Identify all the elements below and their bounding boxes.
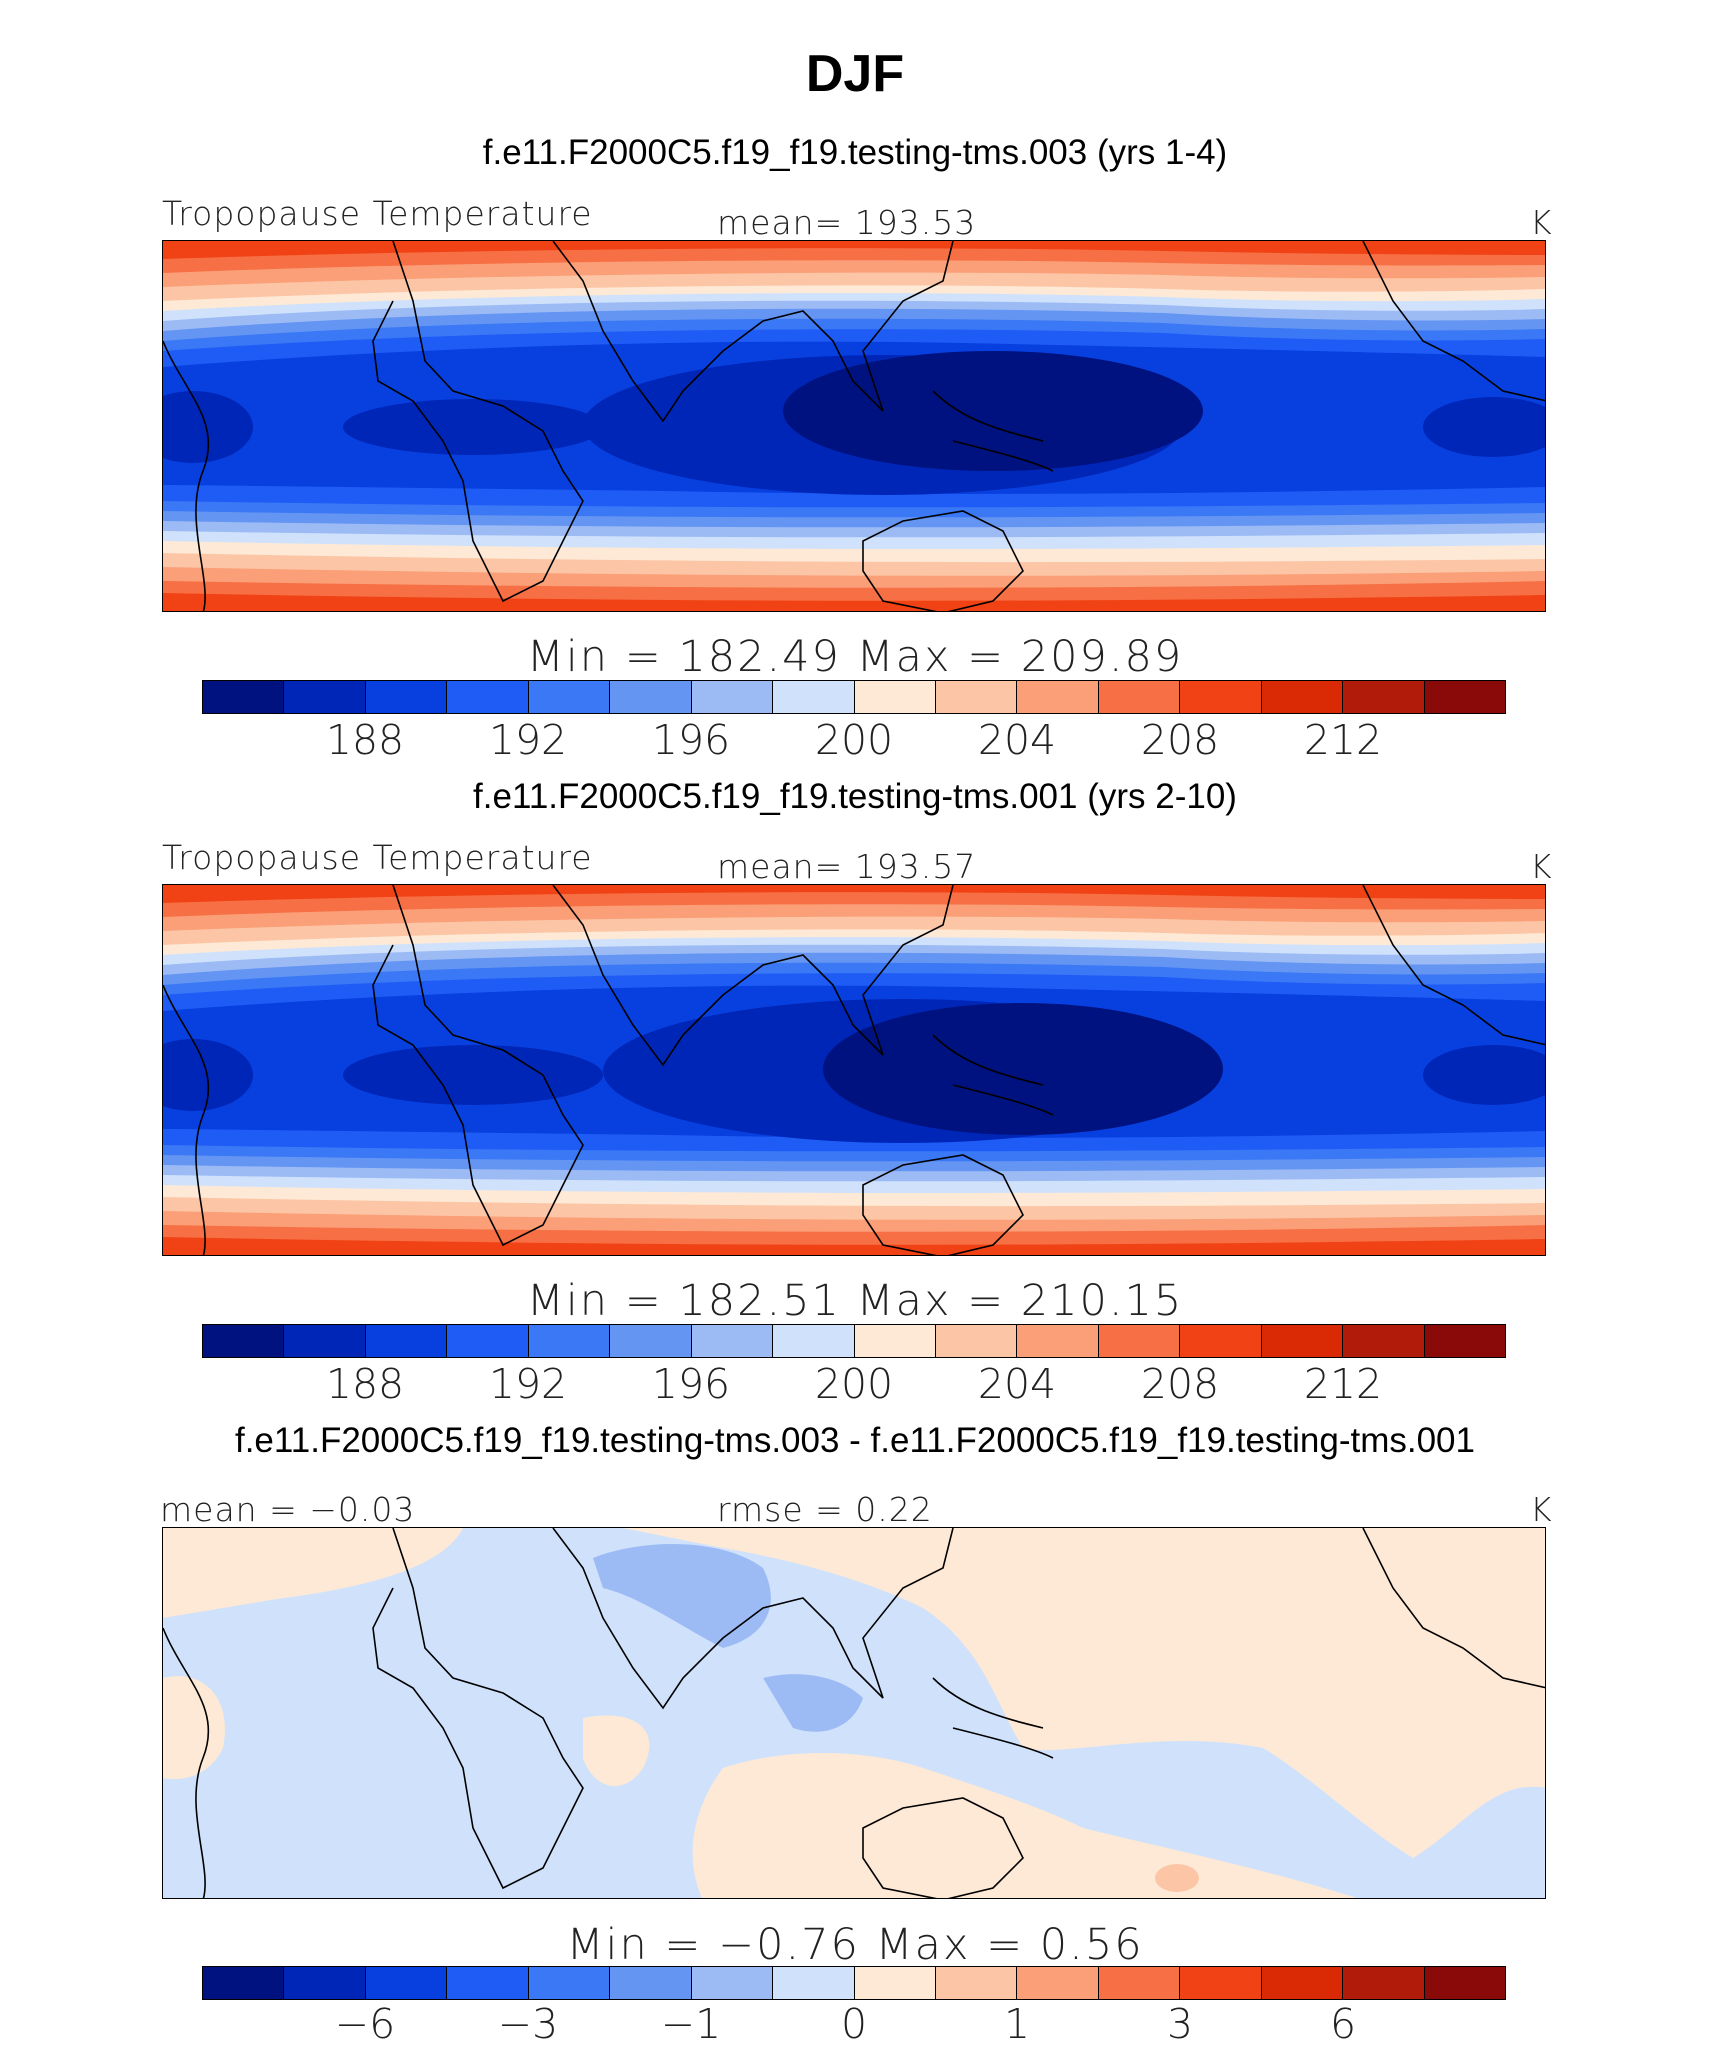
panel2-colorbar (202, 1324, 1506, 1358)
panel1-minmax: Min = 182.49 Max = 209.89 (526, 632, 1184, 682)
panel2-tick: 204 (977, 1360, 1057, 1408)
panel1-tick: 212 (1303, 716, 1383, 764)
color-swatch (365, 1325, 448, 1357)
color-swatch (610, 681, 692, 713)
panel3-map (162, 1527, 1546, 1899)
panel3-tick: 0 (840, 2000, 868, 2048)
panel1-tick: 192 (488, 716, 568, 764)
color-swatch (935, 1967, 1018, 1999)
color-swatch (773, 681, 855, 713)
color-swatch (854, 1967, 936, 1999)
color-swatch (1261, 1967, 1344, 1999)
panel2-tick: 192 (488, 1360, 568, 1408)
color-swatch (773, 1325, 855, 1357)
panel3-units-label: K (1530, 1490, 1553, 1529)
color-swatch (1424, 1325, 1505, 1357)
color-swatch (203, 681, 285, 713)
color-swatch (1017, 1967, 1099, 1999)
color-swatch (284, 1325, 366, 1357)
color-swatch (691, 1967, 774, 1999)
panel1-tick: 200 (814, 716, 894, 764)
color-swatch (1424, 1967, 1505, 1999)
color-swatch (1343, 681, 1425, 713)
panel2-coastlines (163, 885, 1545, 1255)
panel3-tick: 1 (1003, 2000, 1031, 2048)
color-swatch (610, 1325, 692, 1357)
color-swatch (1180, 1967, 1262, 1999)
panel1-tick: 188 (325, 716, 405, 764)
panel2-minmax: Min = 182.51 Max = 210.15 (526, 1276, 1184, 1326)
panel1-tick: 204 (977, 716, 1057, 764)
panel2-map (162, 884, 1546, 1256)
color-swatch (1017, 681, 1099, 713)
panel3-mean-label: mean = −0.03 (160, 1490, 416, 1529)
color-swatch (935, 1325, 1018, 1357)
color-swatch (610, 1967, 692, 1999)
color-swatch (1098, 1967, 1181, 1999)
panel1-mean-label: mean= 193.53 (717, 203, 977, 242)
panel3-tick: −6 (334, 2000, 396, 2048)
color-swatch (1098, 681, 1181, 713)
color-swatch (1424, 681, 1505, 713)
color-swatch (528, 1325, 611, 1357)
color-swatch (447, 1967, 529, 1999)
panel3-colorbar (202, 1966, 1506, 2000)
panel1-units-label: K (1530, 203, 1553, 242)
panel3-minmax: Min = −0.76 Max = 0.56 (566, 1920, 1144, 1970)
panel2-tick: 208 (1140, 1360, 1220, 1408)
color-swatch (935, 681, 1018, 713)
panel1-contour-field (163, 241, 1545, 611)
color-swatch (447, 1325, 529, 1357)
color-swatch (203, 1967, 285, 1999)
panel3-tick: 6 (1329, 2000, 1357, 2048)
color-swatch (284, 1967, 366, 1999)
panel2-contour-field (163, 885, 1545, 1255)
color-swatch (1261, 1325, 1344, 1357)
color-swatch (1261, 681, 1344, 713)
panel3-rmse-label: rmse = 0.22 (717, 1490, 933, 1529)
panel3-contour-field (163, 1528, 1545, 1898)
figure-title: DJF (805, 45, 905, 103)
panel1-tick: 196 (651, 716, 731, 764)
panel1-tick: 208 (1140, 716, 1220, 764)
panel2-variable-label: Tropopause Temperature (162, 838, 593, 877)
color-swatch (691, 681, 774, 713)
color-swatch (773, 1967, 855, 1999)
color-swatch (1180, 1325, 1262, 1357)
panel1-map (162, 240, 1546, 612)
color-swatch (854, 681, 936, 713)
panel2-mean-label: mean= 193.57 (717, 847, 977, 886)
color-swatch (1180, 681, 1262, 713)
color-swatch (1343, 1325, 1425, 1357)
color-swatch (691, 1325, 774, 1357)
color-swatch (528, 1967, 611, 1999)
color-swatch (854, 1325, 936, 1357)
color-swatch (1343, 1967, 1425, 1999)
color-swatch (284, 681, 366, 713)
panel1-coastlines (163, 241, 1545, 611)
color-swatch (1098, 1325, 1181, 1357)
color-swatch (365, 1967, 448, 1999)
color-swatch (528, 681, 611, 713)
panel2-units-label: K (1530, 847, 1553, 886)
panel2-tick: 200 (814, 1360, 894, 1408)
panel3-tick: −1 (660, 2000, 722, 2048)
panel2-case-title: f.e11.F2000C5.f19_f19.testing-tms.001 (y… (473, 777, 1237, 816)
panel3-tick: −3 (497, 2000, 559, 2048)
color-swatch (203, 1325, 285, 1357)
panel3-coastlines (163, 1528, 1545, 1898)
color-swatch (1017, 1325, 1099, 1357)
panel2-tick: 196 (651, 1360, 731, 1408)
panel3-case-title: f.e11.F2000C5.f19_f19.testing-tms.003 - … (234, 1421, 1475, 1460)
panel3-tick: 3 (1166, 2000, 1194, 2048)
panel1-variable-label: Tropopause Temperature (162, 194, 593, 233)
panel2-tick: 212 (1303, 1360, 1383, 1408)
color-swatch (447, 681, 529, 713)
panel1-case-title: f.e11.F2000C5.f19_f19.testing-tms.003 (y… (482, 133, 1228, 172)
panel2-tick: 188 (325, 1360, 405, 1408)
panel1-colorbar (202, 680, 1506, 714)
color-swatch (365, 681, 448, 713)
